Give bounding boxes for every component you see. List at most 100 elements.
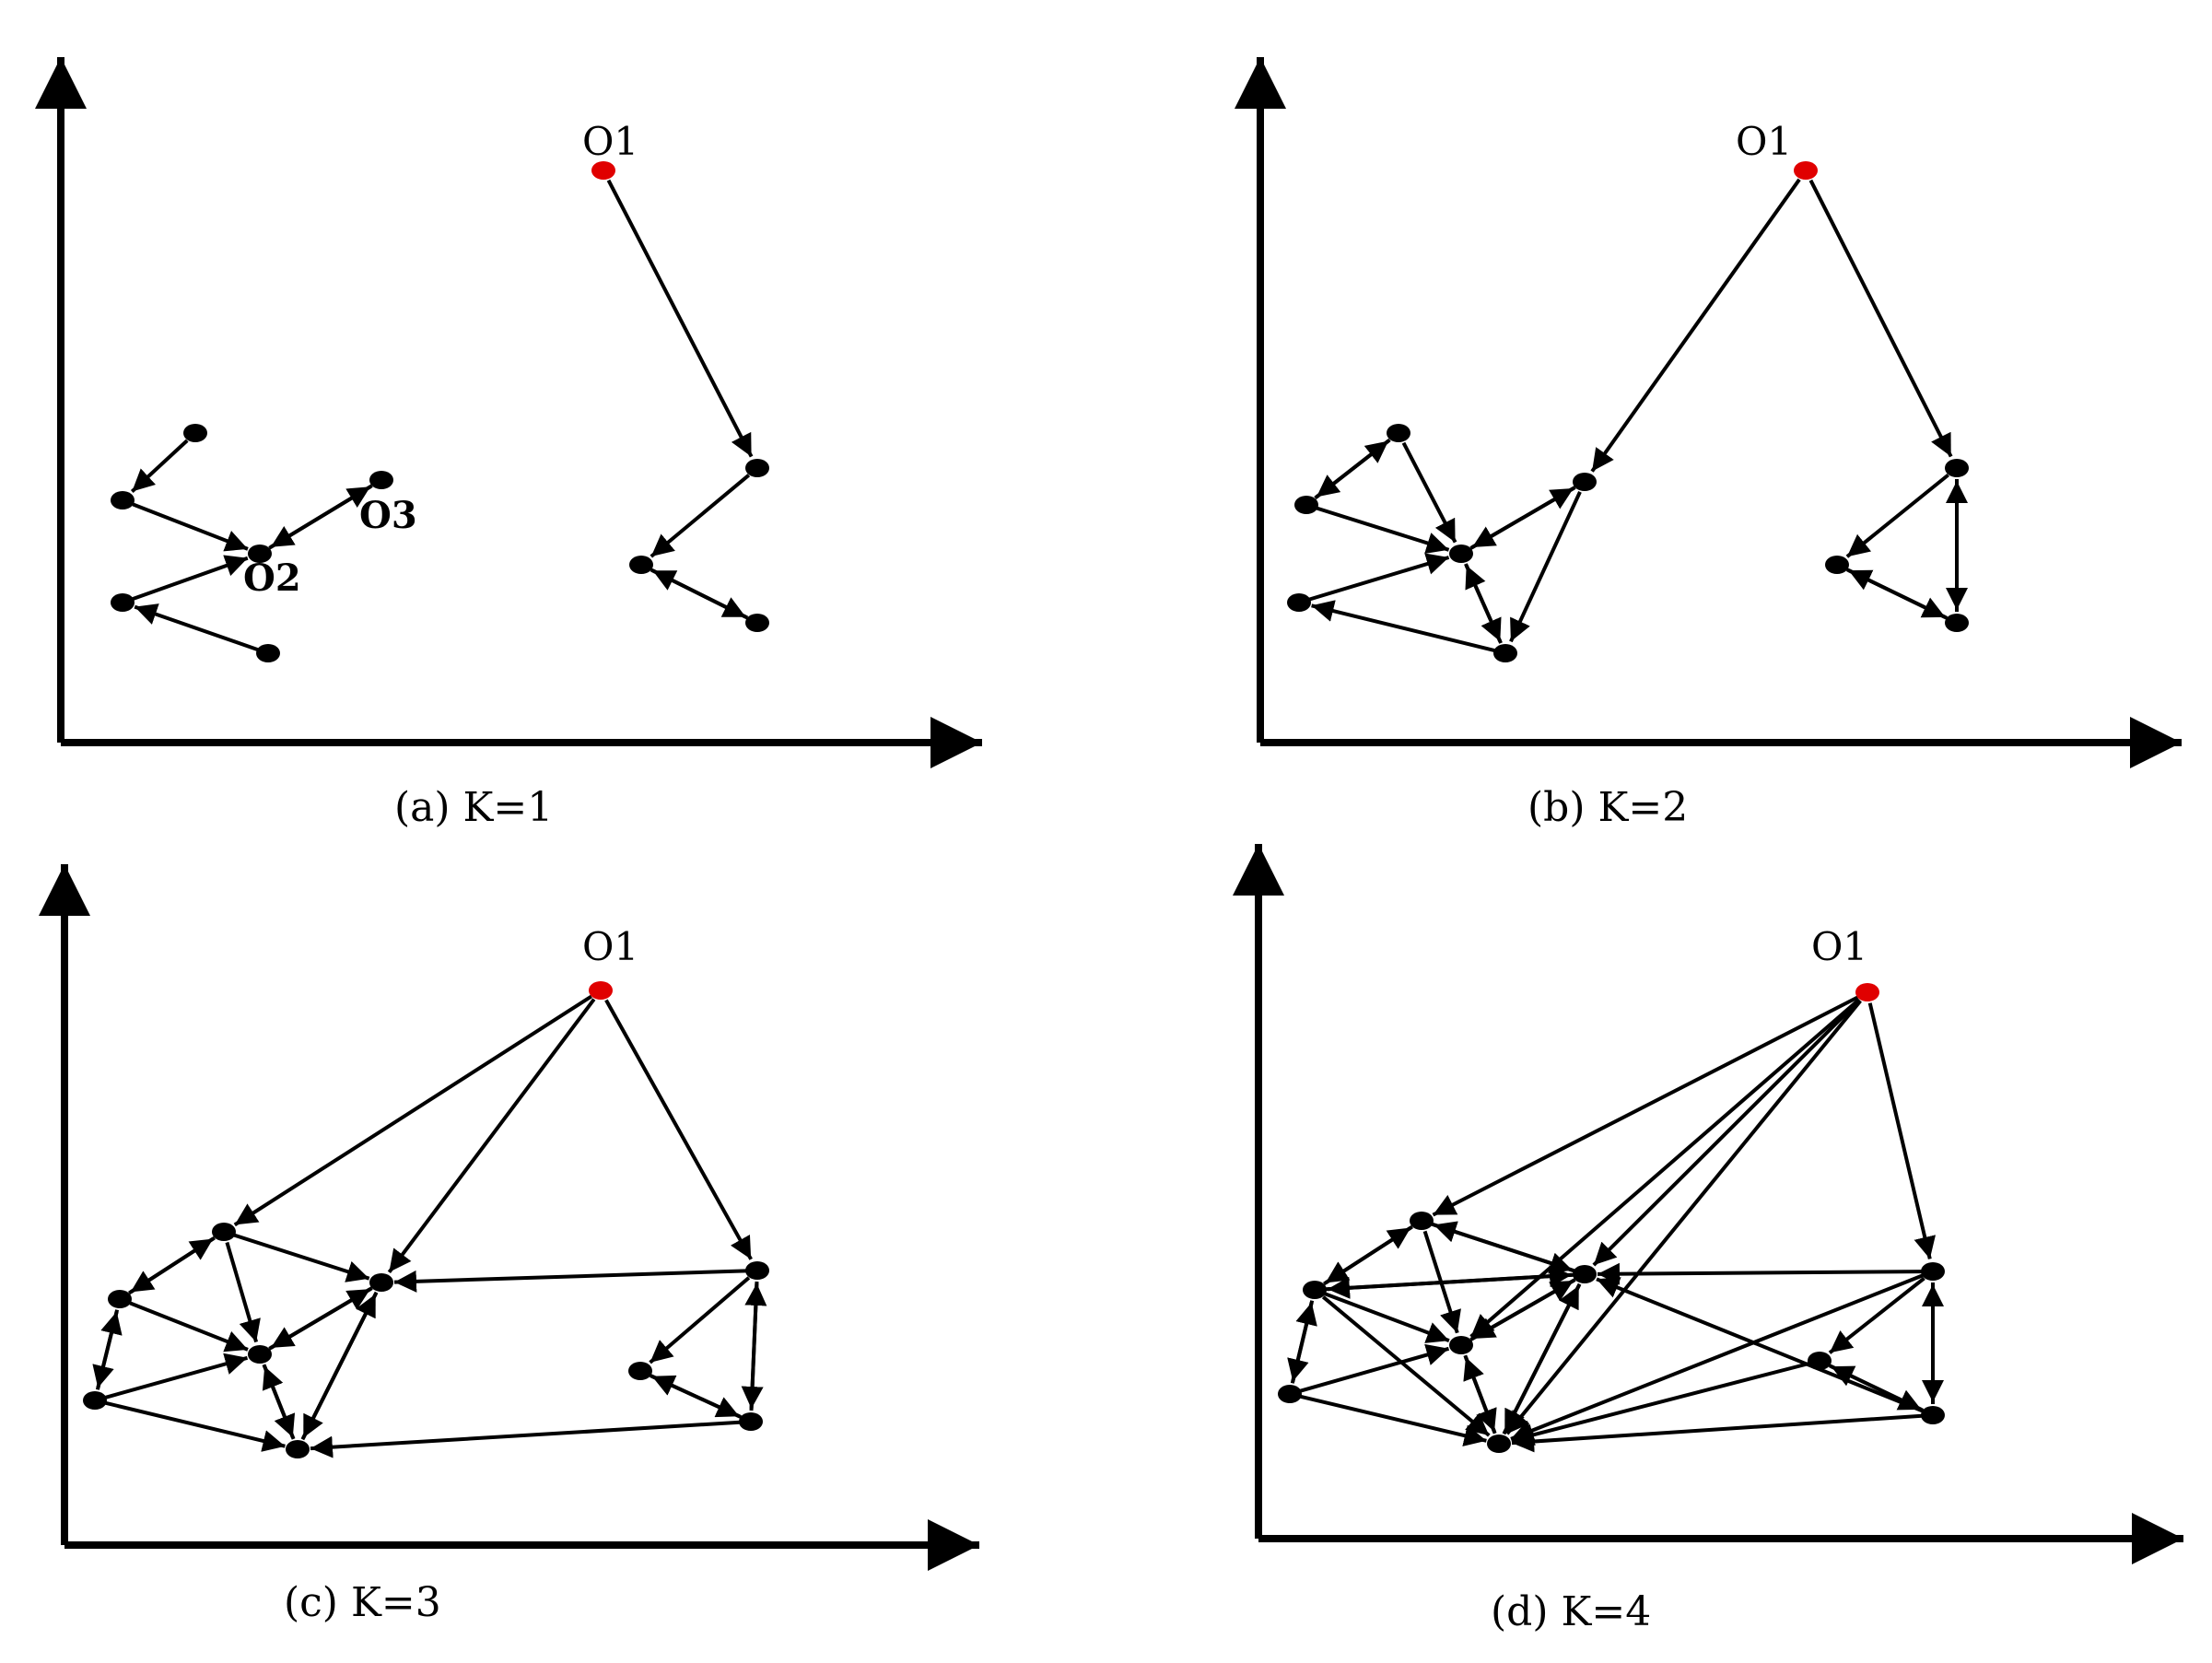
edges <box>130 179 754 651</box>
data-node-r2 <box>628 1362 652 1380</box>
edge-r1-to-r3 <box>741 1281 764 1410</box>
data-node-t <box>248 1345 272 1364</box>
edge-w-to-q <box>1327 1272 1574 1299</box>
data-node-r3 <box>1945 614 1969 632</box>
edge-o1-to-m <box>1590 178 1801 473</box>
edge-m-to-d <box>1509 491 1582 643</box>
edge-r3-to-u <box>310 1420 741 1458</box>
axes <box>1233 844 2183 1564</box>
edges <box>1287 995 1944 1453</box>
data-node-r2 <box>1808 1352 1832 1370</box>
panel-c: O1 (c) K=3 <box>39 864 979 1626</box>
edge-q-to-t <box>129 1301 249 1353</box>
data-node-w <box>1573 1265 1597 1283</box>
edge-o1-to-p <box>1432 995 1859 1217</box>
panel-caption: (b) K=2 <box>1527 784 1688 831</box>
panel-d: O1 (d) K=4 <box>1233 844 2183 1635</box>
edge-q-to-p <box>1323 1225 1412 1286</box>
outlier-label-o3: O3 <box>359 494 417 537</box>
edge-n5-to-o2 <box>132 555 249 601</box>
data-node-r1 <box>745 1261 769 1280</box>
edge-r1-to-w <box>393 1269 747 1293</box>
data-node-a <box>1387 424 1410 442</box>
data-node-u <box>286 1440 310 1458</box>
edge-r3-to-r2 <box>650 1374 742 1419</box>
edge-o3-to-o2 <box>269 484 373 549</box>
data-node-o2 <box>1449 545 1473 563</box>
edge-w-to-t <box>270 1286 373 1350</box>
edge-c-to-o2 <box>1308 553 1450 602</box>
data-node-t <box>1449 1336 1473 1354</box>
edge-d-to-c <box>1311 600 1495 653</box>
panel-caption: (d) K=4 <box>1491 1588 1651 1635</box>
edge-o1-to-r1 <box>606 179 754 458</box>
edge-n1-to-n2 <box>130 439 189 493</box>
edge-s-to-q <box>1290 1302 1317 1384</box>
axes <box>39 864 979 1571</box>
edge-u-to-w <box>1502 1284 1581 1435</box>
edge-n2-to-o2 <box>132 502 249 552</box>
data-node-r3 <box>1921 1406 1945 1424</box>
outlier-label-o1: O1 <box>582 924 638 969</box>
data-node-n1 <box>183 424 207 442</box>
edge-a-to-o2 <box>1401 441 1457 544</box>
data-node-m <box>1573 473 1597 491</box>
edge-u-to-t <box>262 1365 296 1440</box>
panel-caption: (c) K=3 <box>284 1579 441 1626</box>
edge-o1-to-p <box>233 994 592 1227</box>
edge-r3-to-r2 <box>1847 568 1949 620</box>
edge-r1-to-r2 <box>650 474 751 558</box>
edge-u-to-w <box>300 1293 378 1441</box>
edge-o1-to-u <box>1505 1000 1862 1435</box>
edge-q-to-p <box>128 1236 215 1295</box>
edge-r3-to-r2 <box>651 568 749 620</box>
data-node-r3 <box>745 614 769 632</box>
edge-o1-to-r1 <box>1808 179 1953 458</box>
panel-caption: (a) K=1 <box>394 784 553 831</box>
outlier-label-o1: O1 <box>1811 924 1867 969</box>
edges <box>92 994 767 1458</box>
data-node-r2 <box>1825 556 1849 574</box>
edge-q-to-u <box>1321 1295 1491 1437</box>
edge-r3-to-w <box>1596 1277 1924 1413</box>
data-node-r1 <box>1921 1262 1945 1281</box>
edge-s-to-u <box>105 1400 286 1452</box>
data-node-u <box>1487 1435 1511 1453</box>
edge-q-to-t <box>1324 1292 1450 1343</box>
edge-s-to-t <box>1299 1343 1450 1393</box>
outlier-label-o1: O1 <box>1736 119 1792 164</box>
edge-n6-to-n5 <box>134 603 259 651</box>
edge-o1-to-r1 <box>604 999 753 1260</box>
data-node-q <box>108 1290 132 1308</box>
nodes <box>1287 161 1969 662</box>
edge-r1-to-w <box>1597 1262 1923 1285</box>
data-node-o2 <box>248 545 272 563</box>
outlier-node-o1 <box>1794 161 1818 180</box>
edges <box>1308 178 1968 653</box>
data-node-r1 <box>745 459 769 477</box>
data-node-b <box>1294 496 1318 514</box>
panel-b: O1 (b) K=2 <box>1235 57 2182 831</box>
data-node-n5 <box>111 593 135 612</box>
edge-u-to-t <box>1463 1356 1497 1435</box>
data-node-s <box>1278 1385 1302 1403</box>
data-node-p <box>1410 1212 1434 1230</box>
edge-o1-to-w <box>1592 999 1861 1267</box>
data-node-n6 <box>256 644 280 662</box>
data-node-p <box>212 1223 236 1241</box>
data-node-q <box>1303 1281 1327 1299</box>
edge-b-to-a <box>1314 439 1390 500</box>
data-node-s <box>83 1391 107 1410</box>
panel-a: O1 O2 O3 (a) K=1 <box>35 57 982 831</box>
data-node-d <box>1493 644 1517 662</box>
edge-o1-to-t <box>1469 998 1861 1339</box>
data-node-o3 <box>369 471 393 489</box>
edge-r3-to-u <box>1511 1413 1923 1453</box>
edge-s-to-q <box>95 1311 123 1390</box>
edge-w-to-p <box>1433 1221 1575 1273</box>
data-node-w <box>369 1273 393 1292</box>
edge-p-to-t <box>225 1241 261 1343</box>
outlier-node-o1 <box>1855 983 1879 1001</box>
edge-r1-to-r2 <box>1845 473 1949 558</box>
